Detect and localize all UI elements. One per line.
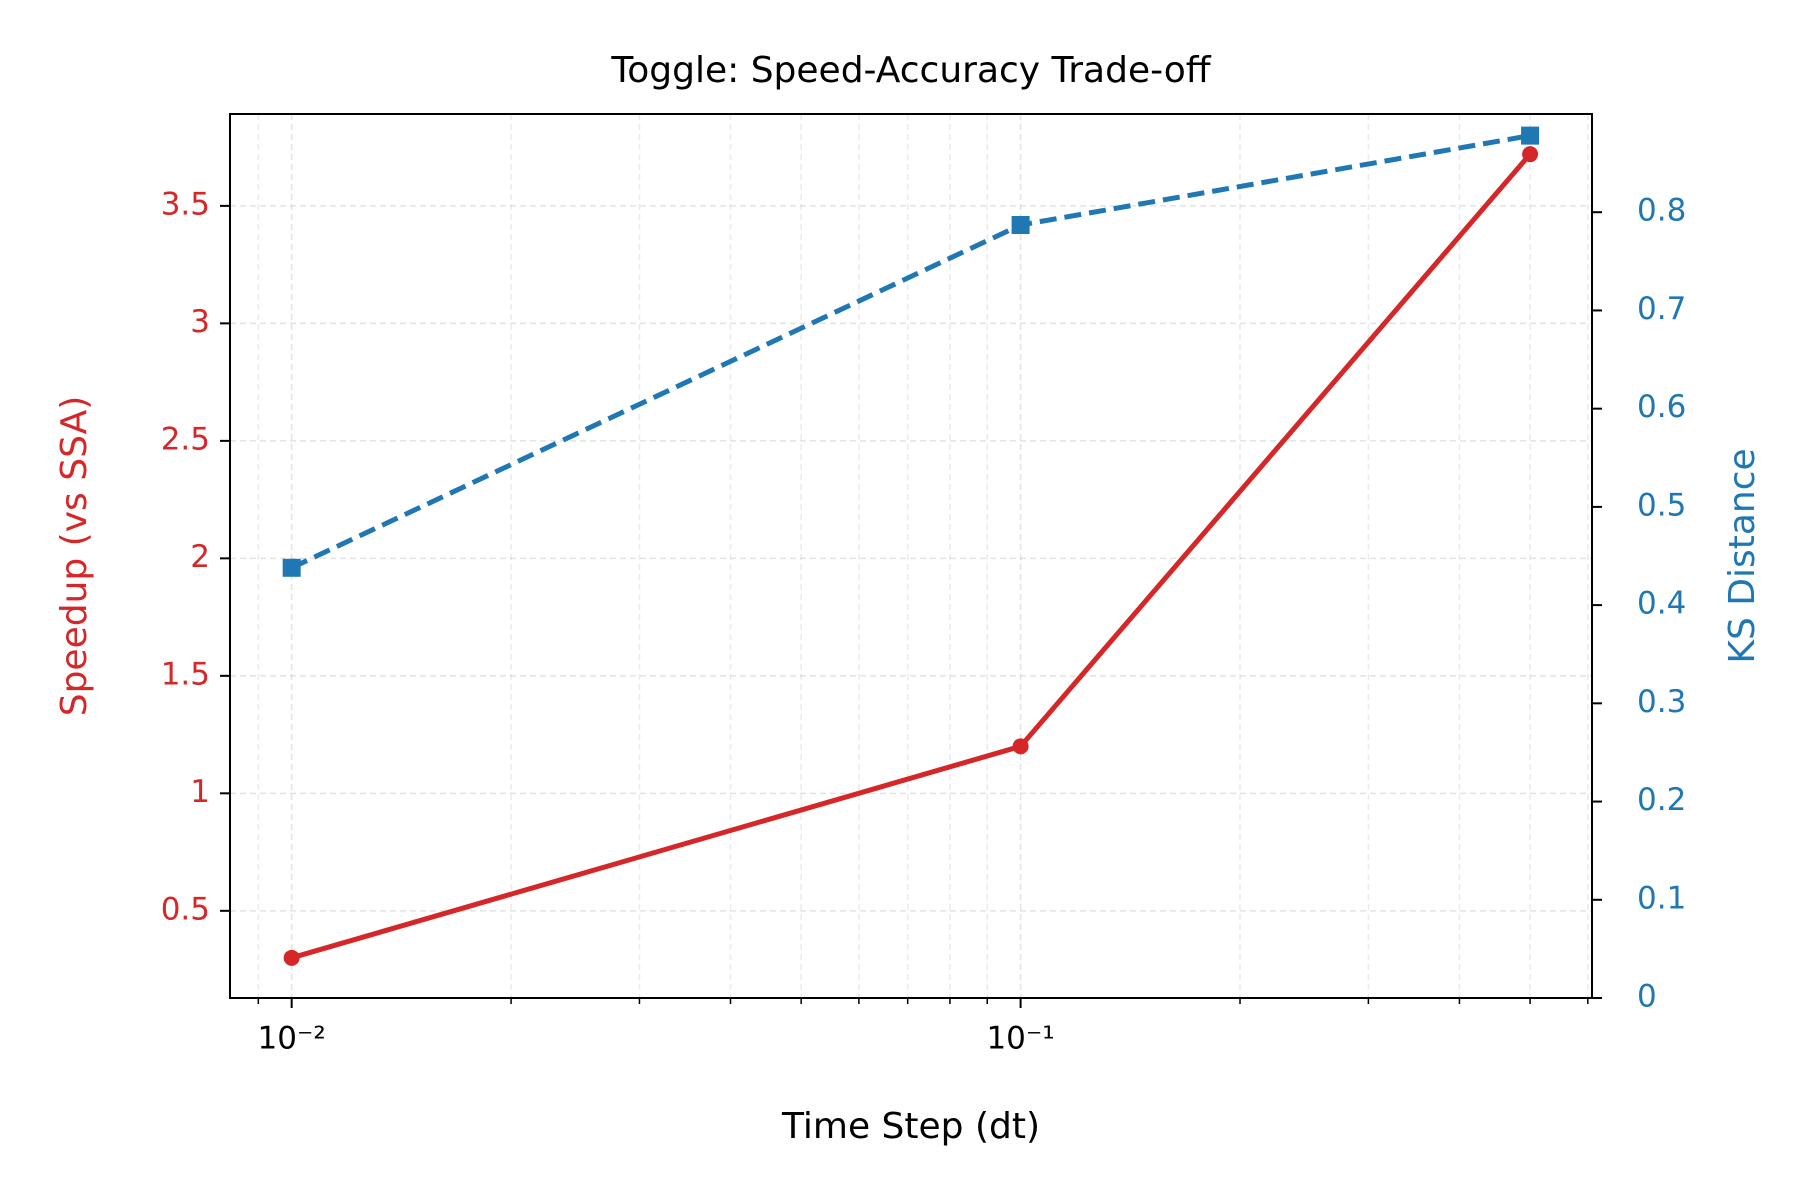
y-tick-label: 3.5: [161, 186, 210, 222]
y2-tick-label: 0.8: [1637, 193, 1686, 229]
y-tick-label: 1.5: [161, 656, 210, 692]
y-tick-label: 1: [190, 774, 210, 810]
y2-tick-label: 0.5: [1637, 487, 1686, 523]
x-tick-label: 10⁻²: [258, 1021, 326, 1057]
y-tick-label: 2: [190, 539, 210, 575]
marker: [1522, 146, 1539, 163]
plot-frame: [229, 113, 1593, 999]
y2-tick-label: 0.6: [1637, 389, 1686, 425]
y-tick-label: 0.5: [161, 891, 210, 927]
y-tick-label: 2.5: [161, 421, 210, 457]
series-line: [290, 133, 1531, 571]
x-tick-label: 10⁻¹: [986, 1021, 1054, 1057]
x-axis-label: Time Step (dt): [781, 1106, 1040, 1147]
y-axis-label: Speedup (vs SSA): [54, 396, 95, 717]
y2-tick-label: 0.3: [1637, 684, 1686, 720]
y-tick-label: 3: [190, 304, 210, 340]
marker: [1521, 126, 1540, 145]
y2-axis-label: KS Distance: [1722, 448, 1763, 663]
y2-tick-label: 0.2: [1637, 782, 1686, 818]
marker: [1011, 215, 1030, 234]
y2-tick-label: 0: [1637, 979, 1657, 1015]
y2-tick-label: 0.1: [1637, 880, 1686, 916]
marker: [1012, 738, 1029, 755]
marker: [283, 949, 300, 966]
y2-tick-label: 0.4: [1637, 586, 1686, 622]
marker: [282, 558, 301, 577]
chart-title: Toggle: Speed-Accuracy Trade-off: [610, 50, 1211, 91]
y2-tick-label: 0.7: [1637, 291, 1686, 327]
